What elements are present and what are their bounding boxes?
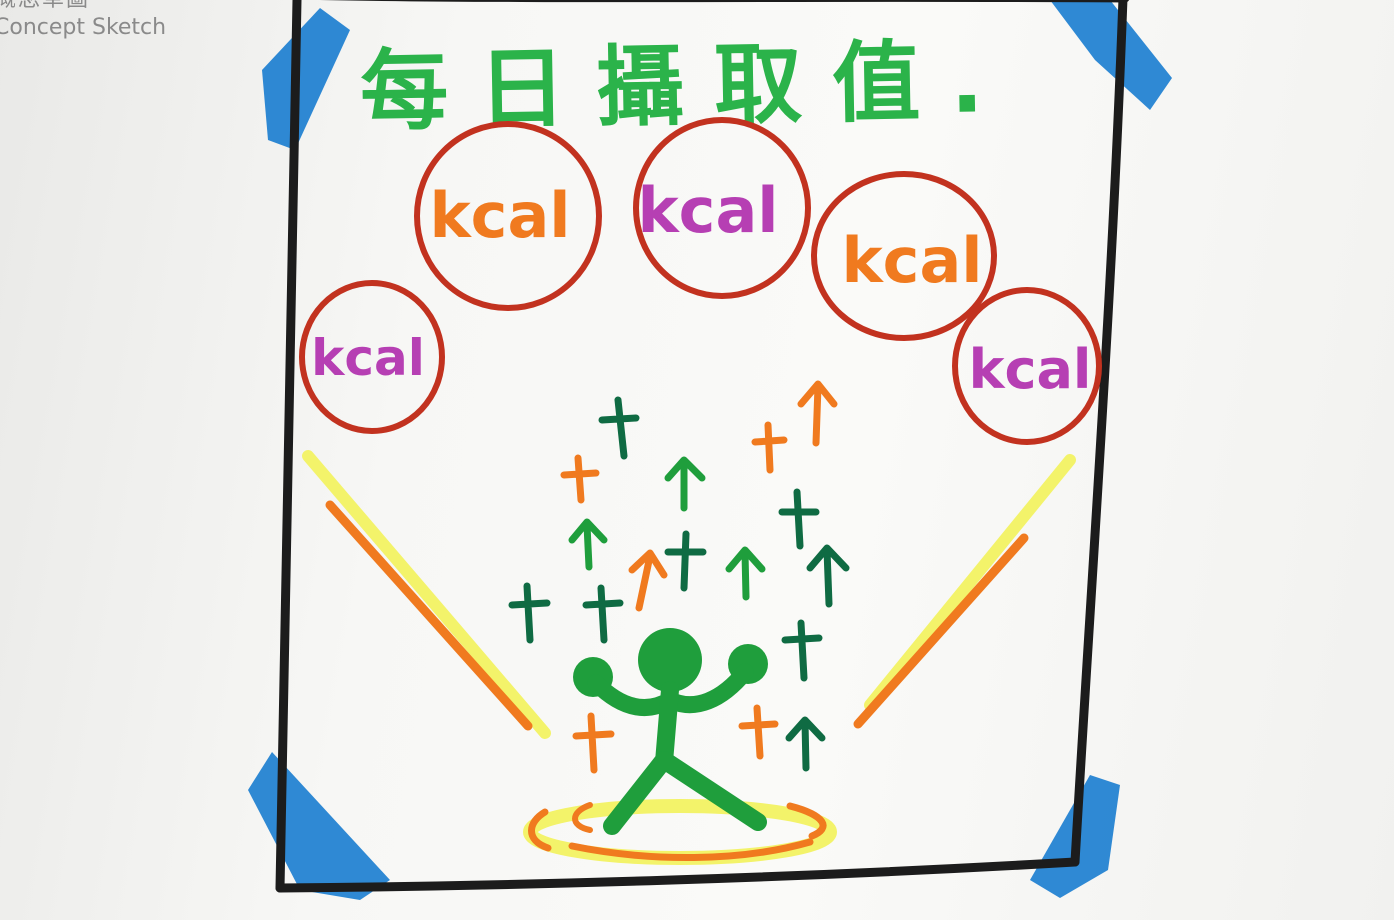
tape-bottom-left — [248, 752, 390, 900]
beam-left-orange — [325, 500, 533, 731]
bubble-2-text: kcal — [429, 179, 570, 252]
bubble-4-text: kcal — [841, 224, 982, 297]
concept-sketch-label: 概念草圖 Concept Sketch — [0, 0, 166, 41]
bubble-4 — [811, 171, 997, 341]
arrow-5 — [785, 716, 826, 772]
figure-legs — [603, 751, 767, 835]
label-english: Concept Sketch — [0, 14, 167, 40]
dark-plus-group — [508, 396, 823, 682]
plus-1 — [598, 396, 640, 460]
tape-top-left — [262, 8, 350, 150]
bubble-2 — [414, 121, 602, 311]
orange-arrow-group — [628, 380, 838, 612]
arrow-4 — [806, 544, 850, 608]
arrow-7 — [628, 549, 668, 612]
orange-plus-1 — [560, 454, 600, 504]
orange-plus-4 — [738, 704, 779, 760]
sketch-title: 每日攝取值. — [359, 29, 1014, 143]
beam-right-orange — [853, 533, 1029, 729]
glow-orange-3 — [786, 802, 827, 840]
plus-3 — [664, 530, 707, 592]
frame-right — [1070, 0, 1128, 867]
label-chinese: 概念草圖 — [0, 0, 166, 14]
dark-arrow-group — [785, 544, 850, 772]
glow-orange-1 — [528, 808, 552, 852]
figure-head — [638, 628, 702, 692]
beam-left-yellow — [302, 450, 551, 739]
glow-orange-2 — [568, 838, 814, 861]
orange-plus-3 — [572, 712, 615, 774]
arrow-6 — [797, 380, 838, 447]
plus-2 — [778, 488, 820, 550]
arrow-3 — [725, 546, 766, 601]
bubble-1-text: kcal — [311, 329, 425, 387]
arrow-2 — [568, 518, 608, 571]
kcal-bubbles — [299, 117, 1102, 445]
spotlight-beams — [302, 450, 1076, 739]
frame — [275, 0, 1130, 893]
bubble-3 — [633, 117, 811, 299]
frame-bottom — [275, 857, 1080, 893]
kcal-labels: kcal kcal kcal kcal kcal — [311, 174, 1091, 401]
figure-body — [655, 681, 679, 771]
stick-figure — [573, 628, 768, 835]
green-arrow-group — [568, 456, 766, 601]
glow-orange-4 — [572, 802, 593, 833]
orange-plus-2 — [751, 421, 788, 474]
plus-4 — [508, 582, 551, 644]
tape-top-right — [1050, 0, 1172, 110]
ground-glow — [523, 799, 837, 865]
bubble-5-text: kcal — [969, 338, 1092, 401]
plus-6 — [781, 619, 823, 682]
arrow-1 — [664, 456, 706, 512]
energy-symbols — [508, 380, 850, 774]
bubble-5 — [952, 287, 1102, 445]
bubble-1 — [299, 280, 445, 434]
frame-left — [275, 0, 302, 893]
orange-plus-group — [560, 421, 788, 774]
plus-5 — [582, 584, 624, 644]
bubble-3-text: kcal — [637, 174, 778, 247]
beam-right-yellow — [864, 454, 1076, 711]
